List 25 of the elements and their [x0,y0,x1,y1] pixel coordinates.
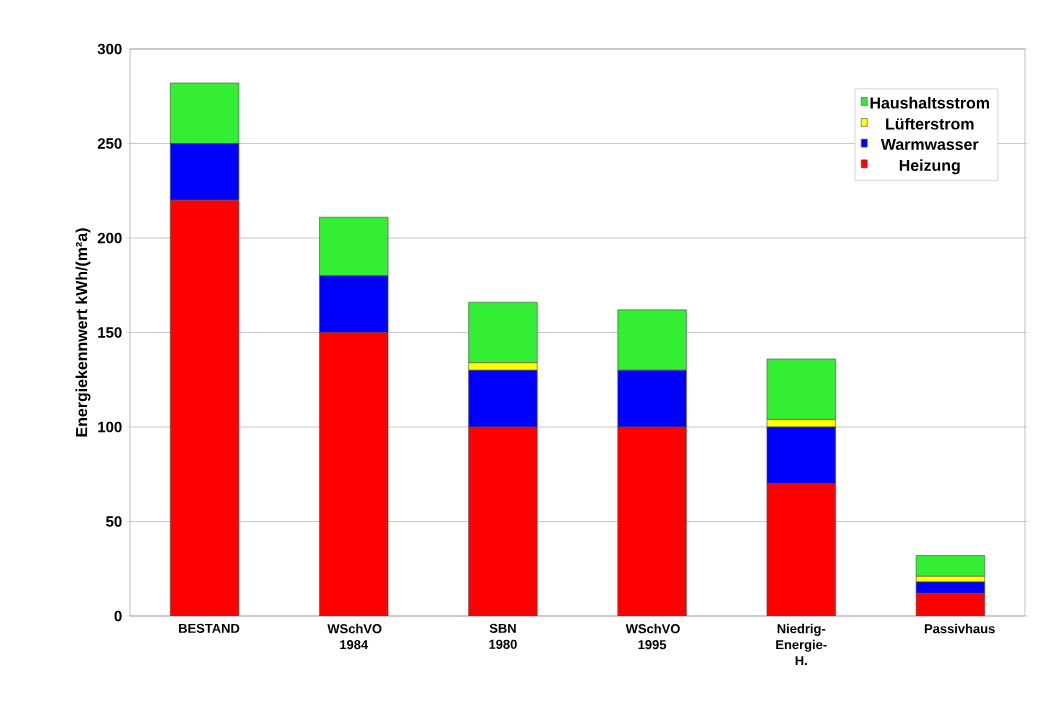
x-tick-label: SBN 1980 [489,623,517,649]
legend-label: Lüfterstrom [886,117,974,130]
bar [468,426,538,616]
x-tick-label: Passivhaus [924,623,995,634]
bar [617,426,687,616]
y-axis-title: Energiekennwert kWh/(m²a) [75,228,91,437]
y-tick-label: 250 [97,138,122,149]
bar [169,199,240,616]
bar [915,593,986,616]
y-tick-label: 0 [114,610,122,622]
y-tick-label: 300 [97,43,122,55]
y-tick-label: 50 [106,516,122,527]
y-tick-label: 100 [98,421,122,433]
bar [319,332,389,616]
y-tick-label: 200 [97,232,122,244]
x-tick-label: BESTAND [179,623,240,633]
x-tick-label: WSchVO 1995 [625,623,680,650]
bar [915,555,986,577]
x-tick-label: WSchVO 1984 [327,623,382,650]
legend-label: Heizung [899,159,960,175]
legend-label: Warmwasser [880,138,979,151]
legend-label: Haushaltsstrom [870,96,989,109]
bar [766,483,836,616]
x-tick-label: Niedrig-Energie-H. [776,623,827,666]
y-tick-label: 150 [98,327,122,338]
